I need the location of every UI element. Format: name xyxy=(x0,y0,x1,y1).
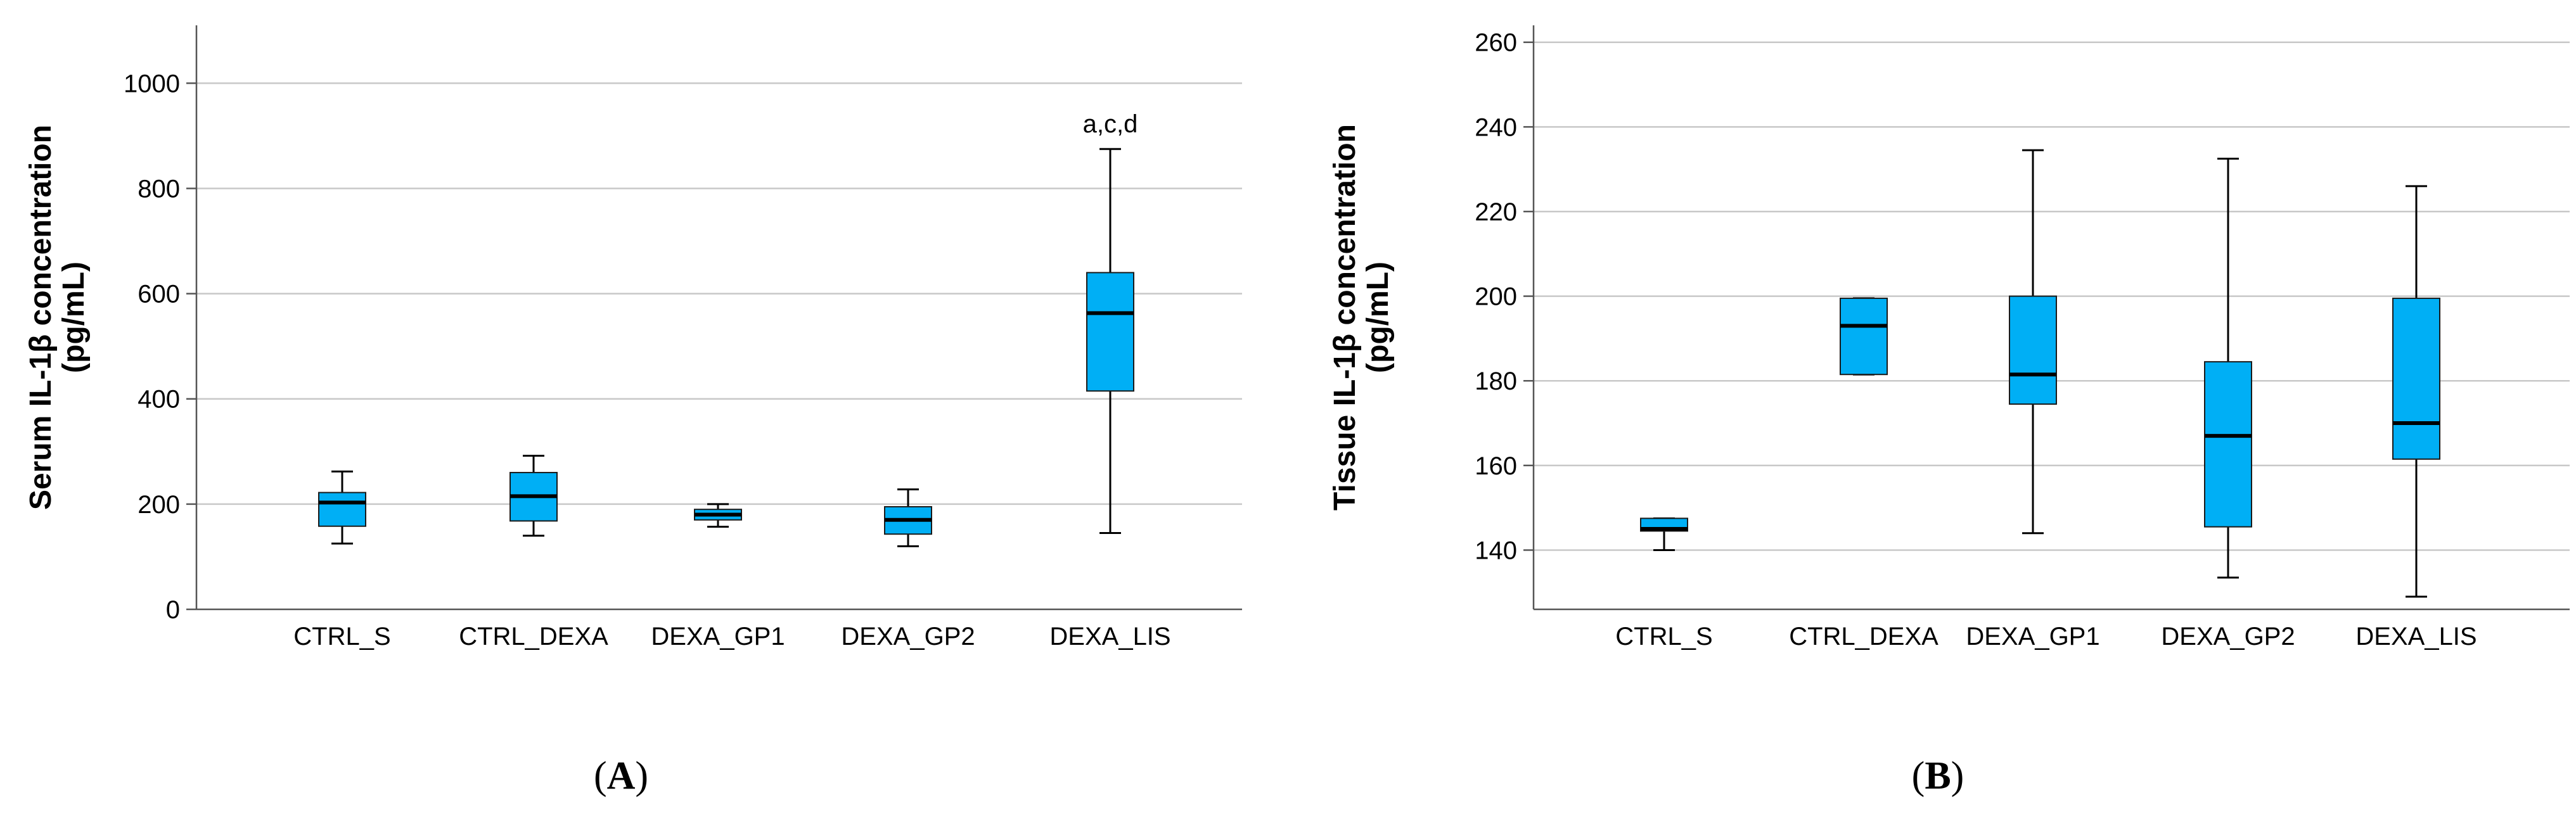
panel-b-box xyxy=(1840,297,1888,376)
panel-a-caption: (A) xyxy=(593,754,649,797)
panel-b-y-tick-label: 180 xyxy=(1475,367,1517,395)
panel-a-category-label: DEXA_GP1 xyxy=(651,623,785,651)
panel-b-y-tick-label: 140 xyxy=(1475,536,1517,564)
panel-b-category-label: CTRL_DEXA xyxy=(1789,623,1938,651)
panel-a-y-tick-label: 600 xyxy=(138,281,180,308)
panel-a-box xyxy=(318,492,366,527)
panel-a-y-tick-label: 800 xyxy=(138,175,180,203)
panel-b-y-axis-title: Tissue IL-1β concentration(pg/mL) xyxy=(1328,124,1395,511)
panel-a-letter: A xyxy=(606,754,636,797)
panel-a-y-tick-label: 200 xyxy=(138,491,180,519)
panel-a-significance-label: a,c,d xyxy=(1083,110,1138,138)
panel-a-y-tick-label: 1000 xyxy=(124,70,180,98)
panel-b-y-tick-label: 160 xyxy=(1475,452,1517,480)
panel-b-y-tick-label: 200 xyxy=(1475,283,1517,311)
panel-b-caption: (B) xyxy=(1911,754,1964,797)
panel-b-box xyxy=(2009,295,2057,405)
panel-b-y-tick-label: 220 xyxy=(1475,198,1517,226)
panel-a-category-label: DEXA_GP2 xyxy=(841,623,975,651)
panel-b-y-axis-title-line1: Tissue IL-1β concentration xyxy=(1328,124,1362,511)
panel-a-chart: 0 200 400 600 800 1000 Serum IL-1β concentrati… xyxy=(24,25,1242,651)
panel-b-category-label: CTRL_S xyxy=(1615,623,1712,651)
panel-b-y-tick-label: 240 xyxy=(1475,113,1517,141)
panel-a-y-tick-label: 400 xyxy=(138,386,180,414)
panel-a-y-axis-title-line1: Serum IL-1β concentration xyxy=(24,125,58,510)
panel-a-y-axis-title-line2: (pg/mL) xyxy=(57,262,91,373)
panel-b-y-tick-label: 260 xyxy=(1475,29,1517,57)
panel-b-category-label: DEXA_LIS xyxy=(2355,623,2477,651)
panel-a-y-axis-title: Serum IL-1β concentration(pg/mL) xyxy=(24,125,91,510)
panel-a-y-tick-label: 0 xyxy=(166,596,180,624)
panel-b-letter: B xyxy=(1925,754,1951,797)
panel-a-category-label: CTRL_DEXA xyxy=(459,623,608,651)
panel-b-y-axis-title-line2: (pg/mL) xyxy=(1361,262,1395,373)
panel-b-box xyxy=(2204,361,2252,528)
panel-a-category-label: CTRL_S xyxy=(293,623,390,651)
panel-b-chart: 140 160 180 200 220 240 260 Tissue IL-1β concen… xyxy=(1328,25,2570,651)
panel-a-category-label: DEXA_LIS xyxy=(1049,623,1170,651)
panel-b-box xyxy=(2392,297,2440,460)
panel-b-category-label: DEXA_GP1 xyxy=(1966,623,2099,651)
panel-a-box xyxy=(1086,272,1134,392)
panel-b-category-label: DEXA_GP2 xyxy=(2161,623,2295,651)
